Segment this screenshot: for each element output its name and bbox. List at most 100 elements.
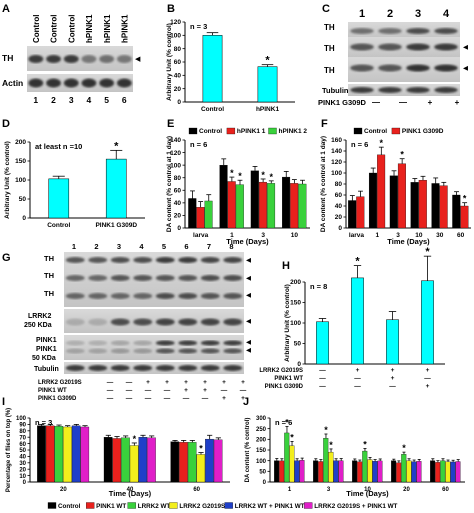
chart-e-ytick-label: 40 (174, 200, 182, 207)
blot-c-band-2-lane-4 (434, 43, 458, 51)
chart-f-legend-label-2: PINK1 G309D (402, 128, 444, 135)
blot-g-lane-number-8: 8 (229, 242, 233, 251)
blot-a-band-1-lane-5 (99, 55, 115, 63)
blot-g-row-2-sign-7: — (221, 387, 228, 394)
chart-j-bar-pink1-wt-10 (357, 461, 363, 483)
chart-f-bar-control-larva (348, 200, 357, 229)
chart-b-ytick-label: 100 (170, 33, 181, 40)
blot-g-arrowhead-1: ◀ (246, 257, 252, 264)
chart-j-bar-lrrk2-wt-3 (323, 438, 329, 483)
blot-g-row-1-sign-3: + (146, 379, 150, 386)
blot-g-band-5-lane-1 (65, 340, 85, 346)
chart-j-ytick-label: 100 (256, 459, 267, 465)
chart-f-category-label: 10 (415, 232, 423, 239)
blot-g-row-3-sign-6: — (202, 395, 209, 402)
legend-ij-swatch-6 (304, 502, 313, 509)
blot-g-row-3-sign-4: — (164, 395, 171, 402)
chart-j-significance-mark: * (402, 443, 406, 453)
chart-j-bar-lrrk2-wt-pink1-wt-1 (294, 460, 300, 483)
chart-j-bar-control-20 (391, 460, 397, 483)
legend-ij: Control PINK1 WT LRRK2 WT LRRK2 G2019S LRRK2… (47, 502, 398, 510)
blot-c-lane-number-1: 1 (359, 8, 365, 20)
blot-g-row-3-sign-8: + (241, 395, 245, 402)
blot-a-band-2-lane-4 (81, 78, 97, 88)
blot-g-band-1-lane-7 (200, 257, 220, 263)
chart-f-ytick-label: 100 (331, 170, 342, 177)
chart-e-bar-control-1 (219, 164, 228, 229)
chart-h-row-1-sign-1: — (319, 367, 326, 374)
blot-c-band-2-lane-2 (378, 43, 402, 51)
blot-g-band-6-lane-4 (133, 348, 153, 354)
chart-i-ytick-label: 60 (19, 442, 26, 448)
blot-g-row-3-sign-3: — (145, 395, 152, 402)
blot-g-band-1-lane-6 (178, 257, 198, 263)
chart-h-ytick-label: 100 (290, 320, 301, 327)
blot-a-lane-number-2: 2 (51, 95, 56, 105)
chart-i-bar-lrrk2-g2019s-40 (129, 445, 139, 483)
chart-i-bar-lrrk2-wt-40 (121, 437, 130, 483)
chart-i-bar-lrrk2-wt-20 (54, 426, 64, 483)
chart-i-bar-lrrk2-g2019s-pink1-wt-40 (147, 437, 156, 483)
chart-e-ylabel: DA content (% control at 1 day) (166, 136, 173, 232)
chart-h-row-3-sign-4: + (426, 383, 430, 390)
blot-a-lane-number-5: 5 (104, 95, 109, 105)
chart-e-legend-label-1: Control (199, 128, 222, 135)
chart-j-bar-control-10 (352, 460, 358, 483)
blot-c-strip-4 (348, 84, 460, 96)
chart-b-ytick-label: 0 (177, 99, 181, 106)
chart-f-bar-control-30 (431, 183, 440, 229)
chart-f-significance-mark: * (380, 138, 384, 148)
chart-e-legend-label-2: hPINK1 1 (237, 128, 266, 135)
chart-e-bar-hpink1-1-larva (196, 207, 205, 229)
blot-a-band-1-lane-2 (46, 55, 61, 63)
blot-c-condition-sign-2: — (399, 98, 407, 107)
blot-g-band-pink1-1: PINK1 (36, 337, 57, 344)
blot-g-arrowhead-6: ◀ (246, 347, 252, 354)
chart-i-ytick-label: 40 (19, 455, 26, 461)
chart-b-n-label: n = 3 (190, 22, 207, 31)
blot-a-band-1-lane-4 (81, 55, 97, 63)
blot-g-band-2-lane-6 (178, 275, 198, 281)
blot-g-band-2-lane-3 (110, 275, 130, 281)
blot-c-strip-1 (348, 22, 460, 39)
chart-i-bar-lrrk2-g2019s-pink1-wt-60 (213, 439, 223, 483)
blot-a-lane-number-6: 6 (122, 95, 127, 105)
chart-i-ylabel: Percentage of flies on top (%) (6, 408, 12, 492)
chart-j-category-label: 3 (327, 487, 331, 493)
chart-i-category-label: 60 (193, 487, 200, 493)
legend-ij-swatch-3 (127, 502, 136, 509)
panel-letter-a: A (2, 3, 10, 15)
chart-i-significance-mark: * (199, 444, 203, 454)
blot-g-lane-number-6: 6 (184, 242, 188, 251)
chart-j-bar-lrrk2-g2019s-60 (445, 461, 451, 483)
blot-g-band-5-lane-3 (110, 340, 130, 346)
blot-g-row-1-sign-5: + (184, 379, 188, 386)
chart-d-category-label: Control (47, 222, 70, 229)
blot-g-band-7-lane-5 (155, 365, 175, 371)
blot-g-band-1-lane-4 (133, 257, 153, 263)
chart-i-ytick-label: 90 (19, 423, 26, 429)
chart-j-bar-control-1 (274, 460, 280, 483)
blot-c-band-1-lane-2 (378, 28, 402, 34)
chart-j-ytick-label: 50 (259, 470, 266, 476)
chart-j-bar-lrrk2-wt-pink1-wt-60 (450, 461, 456, 483)
blot-a-lane-label-4: hPINK1 (85, 14, 94, 43)
blot-g-band-2-lane-4 (133, 275, 153, 281)
chart-e-significance-mark: * (269, 172, 273, 182)
blot-c-band-1-lane-1 (350, 28, 374, 34)
blot-g-row-2-sign-3: — (145, 387, 152, 394)
blot-a-band-2-lane-6 (116, 78, 132, 88)
chart-e-ytick-label: 100 (170, 162, 181, 169)
chart-f-bar-control-10 (410, 182, 419, 229)
panel-letter-b: B (167, 3, 175, 15)
chart-b-ylabel: Arbitrary Unit (% control) (166, 23, 173, 101)
chart-h-row-1-sign-3: + (391, 367, 395, 374)
chart-j-bar-lrrk2-wt-1 (284, 432, 290, 483)
panel-letter-f: F (321, 118, 328, 130)
chart-i-ytick-label: 50 (19, 448, 26, 454)
chart-f-significance-mark: * (400, 150, 404, 160)
blot-g-band-2-lane-5 (155, 275, 175, 281)
blot-g-row-2-sign-5: + (184, 387, 188, 394)
chart-i-bar-control-20 (37, 425, 46, 483)
blot-g-row-3-sign-1: — (107, 395, 114, 402)
